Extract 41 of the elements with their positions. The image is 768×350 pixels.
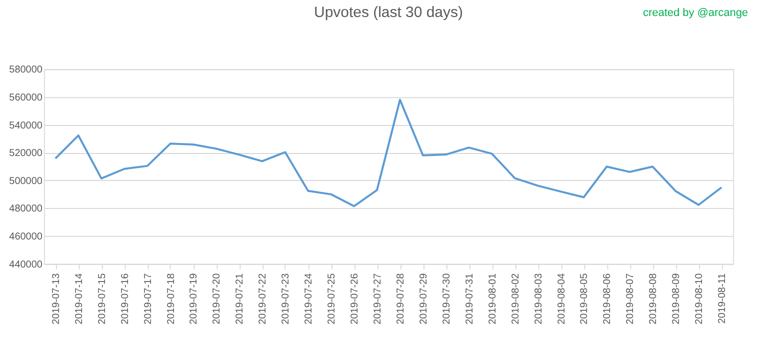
y-tick-label: 480000 — [9, 204, 43, 215]
y-tick-label: 500000 — [9, 176, 43, 187]
chart-title: Upvotes (last 30 days) — [314, 4, 463, 22]
x-tick-label: 2019-08-01 — [487, 272, 498, 324]
x-tick-label: 2019-08-09 — [671, 272, 682, 324]
x-tick-label: 2019-07-14 — [74, 272, 85, 324]
x-tick-label: 2019-08-03 — [533, 272, 544, 324]
x-tick-label: 2019-08-02 — [510, 272, 522, 324]
x-tick-label: 2019-07-27 — [372, 272, 384, 324]
x-tick-label: 2019-08-05 — [579, 272, 590, 324]
x-tick-label: 2019-08-10 — [694, 272, 706, 324]
y-tick-label: 520000 — [9, 148, 43, 160]
x-tick-label: 2019-07-24 — [304, 272, 315, 324]
x-tick-label: 2019-07-26 — [350, 272, 361, 324]
x-tick-label: 2019-07-23 — [280, 272, 292, 324]
x-tick-label: 2019-07-21 — [234, 272, 246, 324]
x-tick-label: 2019-07-30 — [441, 272, 452, 324]
x-tick-label: 2019-07-28 — [395, 272, 406, 324]
y-tick-label: 440000 — [9, 259, 43, 270]
y-tick-label: 580000 — [9, 64, 43, 76]
x-tick-label: 2019-08-06 — [602, 272, 614, 324]
y-tick-label: 560000 — [9, 92, 43, 104]
x-tick-label: 2019-07-19 — [188, 272, 200, 324]
x-tick-label: 2019-07-22 — [258, 272, 269, 324]
x-tick-label: 2019-08-07 — [625, 272, 636, 324]
x-tick-label: 2019-07-13 — [50, 272, 62, 324]
x-tick-label: 2019-07-31 — [464, 272, 476, 324]
text: created by @arcange — [642, 7, 748, 20]
x-tick-label: 2019-08-04 — [556, 272, 568, 324]
x-tick-label: 2019-08-11 — [717, 272, 728, 324]
x-tick-label: 2019-07-25 — [326, 272, 338, 324]
x-tick-label: 2019-07-16 — [120, 272, 131, 324]
y-tick-label: 460000 — [9, 232, 43, 243]
x-tick-label: 2019-07-29 — [418, 272, 430, 324]
line-series — [54, 98, 723, 208]
x-tick-label: 2019-07-17 — [142, 272, 154, 324]
x-tick-label: 2019-08-08 — [648, 272, 660, 324]
x-tick-label: 2019-07-20 — [212, 272, 223, 324]
x-tick-label: 2019-07-18 — [166, 272, 177, 324]
y-tick-label: 540000 — [9, 120, 43, 132]
x-tick-label: 2019-07-15 — [96, 272, 108, 324]
